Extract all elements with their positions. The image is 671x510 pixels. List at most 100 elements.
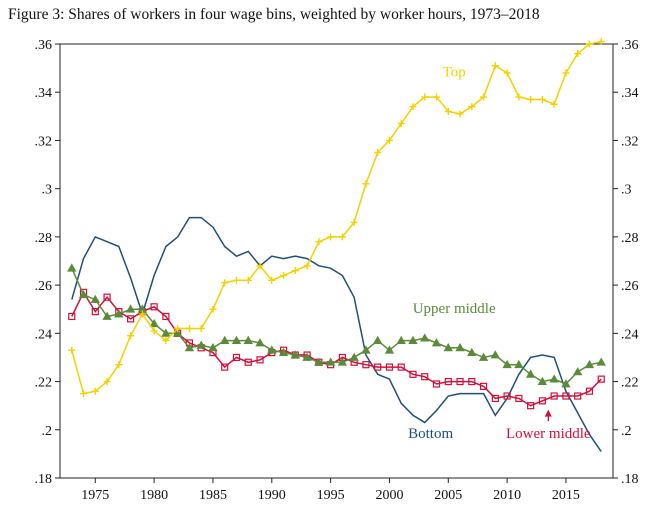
- data-point-top: [350, 218, 358, 226]
- data-point-lower-middle: [68, 312, 76, 321]
- data-point-upper-middle: [149, 318, 159, 328]
- x-tick-label: 1990: [258, 488, 286, 503]
- x-tick-label: 1985: [199, 488, 227, 503]
- data-point-top: [444, 108, 452, 116]
- y-tick-label-right: .26: [621, 279, 639, 294]
- data-point-top: [385, 136, 393, 144]
- data-point-top: [103, 378, 111, 386]
- data-point-lower-middle: [103, 293, 111, 301]
- data-point-top: [362, 180, 370, 188]
- data-point-upper-middle: [561, 379, 571, 388]
- data-point-lower-middle: [479, 382, 488, 390]
- x-tick-label: 1980: [140, 488, 168, 503]
- data-point-top: [585, 40, 593, 48]
- y-tick-label-right: .28: [621, 231, 639, 246]
- data-point-top: [115, 361, 123, 369]
- data-point-lower-middle: [409, 370, 417, 378]
- data-point-lower-middle: [538, 397, 547, 405]
- data-point-lower-middle: [562, 392, 570, 400]
- data-point-top: [468, 103, 476, 111]
- series-line-bottom: [71, 216, 602, 452]
- data-point-top: [162, 337, 170, 345]
- data-point-top: [91, 387, 99, 395]
- data-point-top: [185, 325, 193, 333]
- data-point-lower-middle: [597, 375, 605, 383]
- data-point-lower-middle: [244, 358, 252, 366]
- data-point-lower-middle: [421, 373, 429, 381]
- data-point-top: [221, 279, 229, 287]
- data-point-top: [574, 50, 582, 58]
- y-tick-label-right: .2: [621, 424, 632, 439]
- data-point-upper-middle: [314, 357, 324, 366]
- series-line-upper-middle: [71, 267, 602, 385]
- figure-title: Figure 3: Shares of workers in four wage…: [8, 6, 540, 23]
- data-point-top: [338, 233, 346, 241]
- data-point-upper-middle: [161, 328, 171, 337]
- data-point-top: [174, 325, 182, 333]
- data-point-lower-middle: [432, 380, 441, 388]
- data-point-lower-middle: [385, 363, 394, 371]
- data-point-top: [138, 310, 146, 318]
- data-point-upper-middle: [372, 335, 383, 344]
- y-tick-label-left: .26: [35, 279, 53, 294]
- data-point-lower-middle: [515, 394, 523, 403]
- data-point-upper-middle: [302, 352, 312, 361]
- data-point-upper-middle: [90, 294, 100, 303]
- data-point-upper-middle: [514, 359, 524, 369]
- series-label-top: Top: [443, 65, 466, 81]
- data-point-upper-middle: [420, 333, 430, 342]
- y-tick-label-left: .24: [35, 327, 53, 342]
- data-point-upper-middle: [337, 357, 348, 366]
- data-point-upper-middle: [290, 350, 301, 359]
- data-point-top: [150, 327, 158, 335]
- data-point-top: [597, 38, 605, 46]
- data-point-upper-middle: [537, 376, 548, 385]
- data-point-top: [280, 271, 288, 279]
- data-point-lower-middle: [527, 402, 535, 410]
- data-point-top: [374, 149, 382, 156]
- data-point-top: [409, 103, 417, 111]
- data-point-top: [421, 93, 429, 101]
- data-point-upper-middle: [349, 352, 359, 361]
- data-point-top: [456, 110, 464, 118]
- data-point-upper-middle: [384, 345, 395, 354]
- data-point-top: [80, 390, 88, 398]
- data-point-upper-middle: [184, 342, 195, 352]
- data-point-upper-middle: [573, 367, 583, 376]
- x-tick-label: 2005: [434, 488, 462, 503]
- data-point-top: [562, 69, 570, 77]
- data-point-top: [550, 100, 558, 108]
- data-point-lower-middle: [491, 394, 499, 403]
- data-point-top: [433, 93, 441, 101]
- data-point-top: [327, 233, 335, 241]
- data-point-lower-middle: [503, 392, 511, 400]
- data-point-upper-middle: [396, 335, 406, 344]
- series-line-lower-middle: [71, 290, 602, 407]
- data-point-upper-middle: [267, 345, 277, 354]
- data-point-upper-middle: [231, 335, 242, 344]
- data-point-top: [397, 120, 405, 128]
- data-point-top: [315, 238, 323, 246]
- y-tick-label-left: .36: [35, 38, 53, 53]
- series-label-bottom: Bottom: [408, 426, 453, 442]
- data-point-upper-middle: [172, 328, 183, 337]
- data-point-upper-middle: [243, 335, 253, 344]
- data-point-upper-middle: [596, 357, 606, 366]
- series-label-lower-middle: Lower middle: [506, 426, 591, 442]
- y-tick-label-left: .34: [35, 86, 53, 101]
- data-point-lower-middle: [397, 363, 405, 371]
- data-point-upper-middle: [67, 263, 77, 272]
- data-point-top: [503, 69, 511, 77]
- y-tick-label-right: .32: [621, 134, 639, 149]
- data-point-top: [127, 332, 135, 340]
- y-tick-label-left: .22: [35, 376, 53, 391]
- data-point-top: [527, 95, 535, 103]
- y-tick-label-left: .18: [35, 472, 53, 487]
- data-point-top: [209, 305, 217, 313]
- data-point-top: [268, 276, 276, 284]
- data-point-lower-middle: [256, 356, 264, 364]
- data-point-upper-middle: [208, 342, 218, 352]
- data-point-upper-middle: [443, 342, 453, 352]
- data-point-lower-middle: [468, 377, 476, 386]
